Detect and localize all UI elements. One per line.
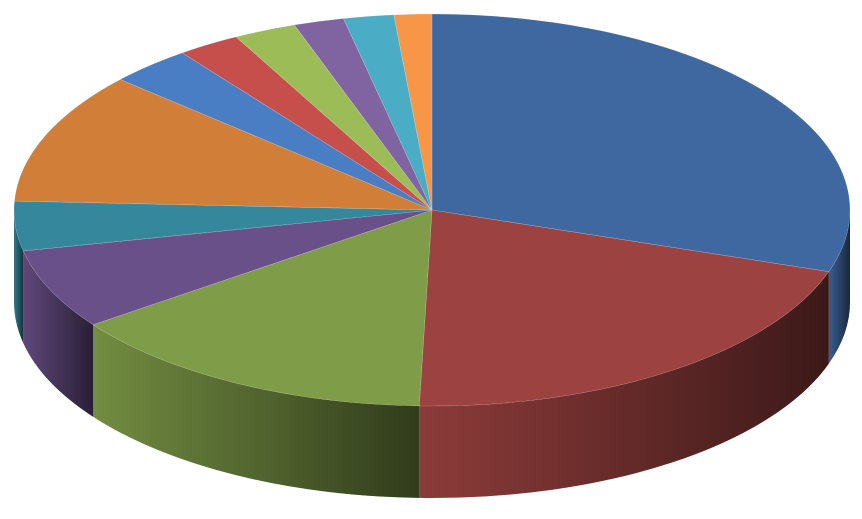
pie-slice-6[interactable] [14,79,433,211]
pie-slice-side-shade-1 [828,210,850,364]
pie-slice-side-shade-2 [419,271,829,499]
pie-slice-side-shade-5 [13,210,24,343]
pie-slice-side-shade-4 [23,250,94,417]
pie-slice-12[interactable] [393,13,433,211]
pie-top-faces [13,13,851,407]
pie-slice-4[interactable] [22,209,433,326]
pie-slice-3[interactable] [92,209,433,407]
pie-slice-5[interactable] [13,200,433,252]
pie-slice-1[interactable] [431,13,851,273]
pie-slice-8[interactable] [181,36,433,211]
pie-slice-11[interactable] [342,14,433,211]
pie-slice-side-shade-3 [93,324,420,498]
pie-side-walls [13,210,850,499]
pie-slice-10[interactable] [293,18,433,211]
pie-slice-9[interactable] [235,24,433,211]
pie-slice-7[interactable] [119,52,433,211]
pie-slice-2[interactable] [418,209,830,407]
